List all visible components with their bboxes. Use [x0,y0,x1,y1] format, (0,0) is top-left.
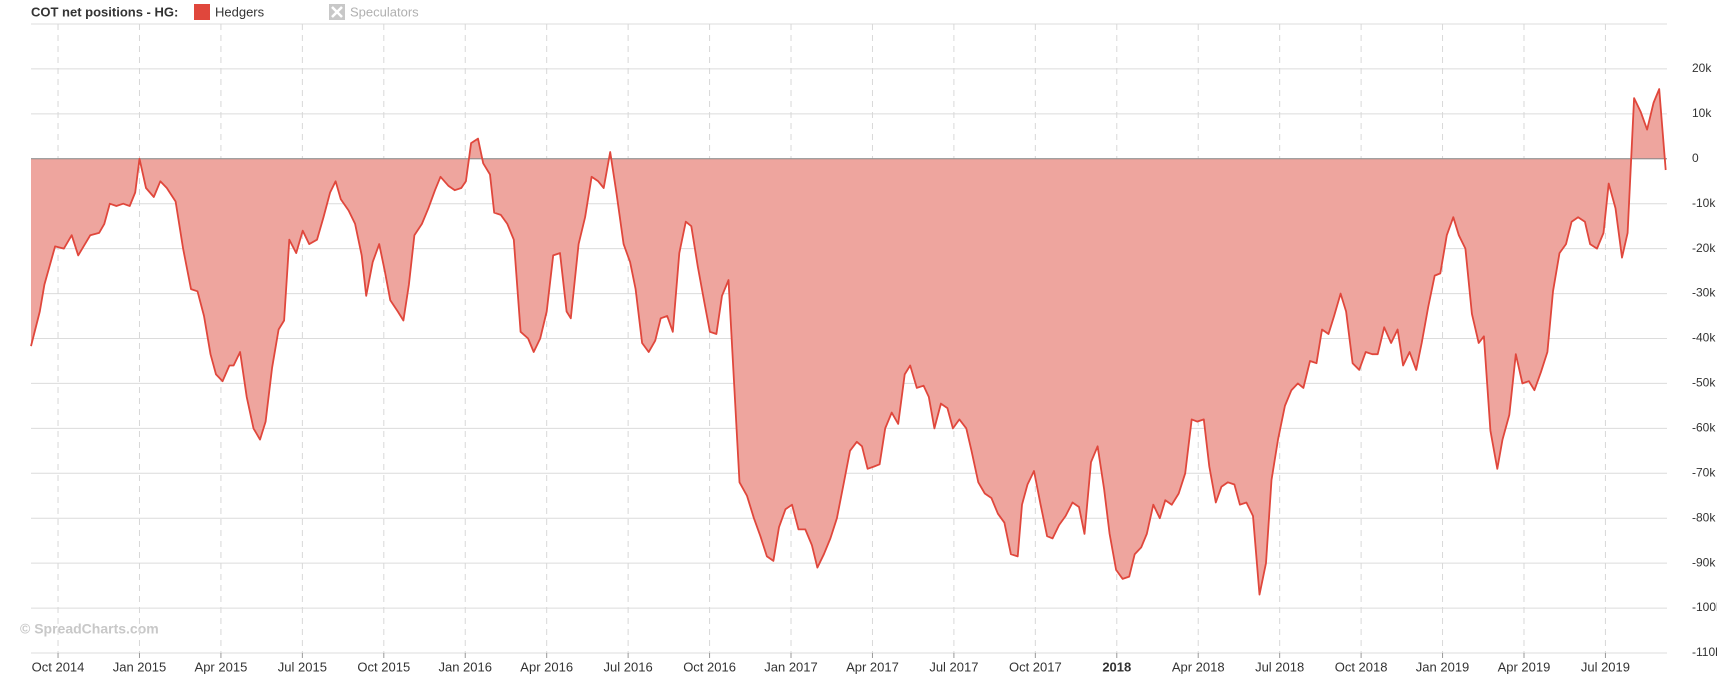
legend-label: Hedgers [215,4,265,19]
y-tick-label: 10k [1692,106,1712,120]
x-tick-label: Oct 2017 [1009,659,1062,674]
x-tick-label: Jul 2019 [1581,659,1630,674]
legend-label: Speculators [350,4,419,19]
x-tick-label: Oct 2016 [683,659,736,674]
x-tick-label: Jan 2015 [113,659,167,674]
y-tick-label: -90k [1692,555,1716,569]
x-tick-label: Oct 2014 [32,659,85,674]
x-tick-label: Jan 2017 [764,659,818,674]
x-tick-label: Oct 2018 [1335,659,1388,674]
legend-swatch [194,4,210,20]
x-tick-label: Apr 2017 [846,659,899,674]
y-tick-label: -10k [1692,196,1716,210]
y-tick-label: -30k [1692,286,1716,300]
legend-swatch-cross [331,6,343,18]
y-tick-label: -100k [1692,600,1717,614]
y-tick-label: -20k [1692,241,1716,255]
x-tick-label: Jul 2015 [278,659,327,674]
y-tick-label: -80k [1692,510,1716,524]
y-tick-label: -110k [1692,645,1717,659]
legend-item[interactable]: Hedgers [194,4,265,20]
y-tick-label: -50k [1692,376,1716,390]
legend-item-hidden[interactable]: Speculators [329,4,419,20]
x-tick-label: Jan 2019 [1416,659,1470,674]
x-tick-label: Jan 2016 [438,659,492,674]
area-line [30,88,1667,596]
y-tick-label: -60k [1692,421,1716,435]
chart-title: COT net positions - HG: [31,4,178,19]
x-tick-label: Jul 2018 [1255,659,1304,674]
x-tick-label: Apr 2018 [1172,659,1225,674]
y-tick-label: -70k [1692,465,1716,479]
x-tick-label: Apr 2016 [520,659,573,674]
x-tick-label: Oct 2015 [357,659,410,674]
y-tick-label: 0 [1692,151,1699,165]
area-fill [31,89,1666,595]
watermark: © SpreadCharts.com [20,621,159,637]
x-tick-label: Apr 2015 [195,659,248,674]
y-tick-label: -40k [1692,331,1716,345]
x-tick-label: Apr 2019 [1498,659,1551,674]
x-tick-label: 2018 [1102,659,1131,674]
y-tick-label: 20k [1692,61,1712,75]
x-tick-label: Jul 2016 [604,659,653,674]
x-tick-label: Jul 2017 [929,659,978,674]
